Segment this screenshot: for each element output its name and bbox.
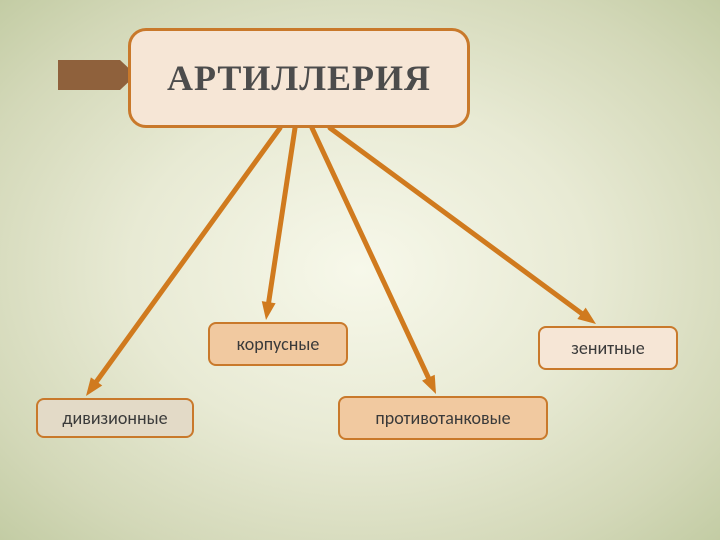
child-node-divisional: дивизионные xyxy=(36,398,194,438)
child-label: дивизионные xyxy=(62,407,167,429)
diagram-stage: АРТИЛЛЕРИЯ дивизионные корпусные противота… xyxy=(0,0,720,540)
root-node: АРТИЛЛЕРИЯ xyxy=(128,28,470,128)
child-label: корпусные xyxy=(237,333,320,355)
child-label: противотанковые xyxy=(375,407,510,429)
child-label: зенитные xyxy=(571,337,644,359)
root-label: АРТИЛЛЕРИЯ xyxy=(167,57,431,99)
child-node-antiair: зенитные xyxy=(538,326,678,370)
child-node-corps: корпусные xyxy=(208,322,348,366)
child-node-antitank: противотанковые xyxy=(338,396,548,440)
